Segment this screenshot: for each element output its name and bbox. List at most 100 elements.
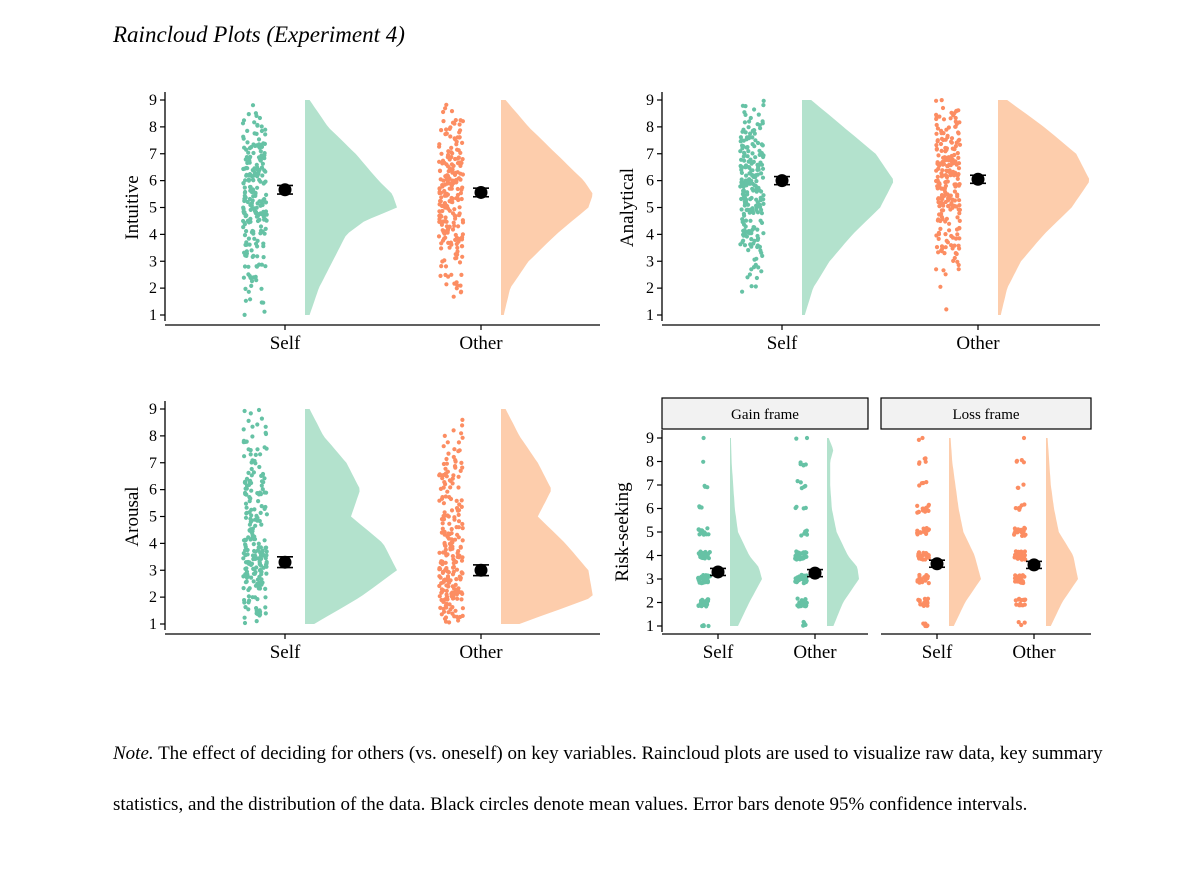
analytical-self-raw-point [738,139,743,144]
arousal-y-tick-label: 6 [149,482,157,499]
arousal-self-raw-point [243,542,248,547]
risk-loss-self-raw-point [915,578,920,583]
analytical-self-raw-point [749,284,754,289]
analytical-y-axis-label: Analytical [617,168,638,247]
analytical-self-raw-point [742,199,747,204]
analytical-self-raw-point [745,207,750,212]
intuitive-self-raw-point [254,131,259,136]
intuitive-other-raw-point [445,178,450,183]
intuitive-self-raw-point [248,297,253,302]
intuitive-other-raw-point [459,196,464,202]
risk-gain-self-raw-point [704,532,709,537]
analytical-other-raw-point [957,203,962,208]
analytical-other-raw-point [934,131,939,136]
analytical-other-raw-point [935,139,940,144]
analytical-y-tick-label: 4 [646,226,654,243]
intuitive-self-raw-point [263,169,268,174]
arousal-self-raw-point [252,458,257,464]
arousal-self-raw-point [264,562,269,567]
analytical-other-raw-point [939,174,944,179]
intuitive-self-raw-point [261,241,266,246]
intuitive-other-raw-point [457,211,462,216]
arousal-self-raw-point [246,594,251,599]
arousal-self-raw-point [241,556,246,561]
intuitive-other-raw-point [450,170,455,175]
arousal-y-tick-label: 4 [149,535,157,552]
analytical-self-raw-point [760,175,766,180]
arousal-other-raw-point [460,417,465,422]
intuitive-other-raw-point [460,254,465,259]
risk-loss-other-raw-point [1021,553,1026,558]
intuitive-other-raw-point [444,131,449,136]
analytical-self-raw-point [755,233,760,239]
analytical-other-raw-point [939,211,944,217]
intuitive-self-raw-point [256,137,262,142]
analytical-other-raw-point [936,153,941,158]
analytical-self-raw-point [753,262,758,267]
arousal-self-raw-point [258,563,264,568]
analytical-self-raw-point [751,210,756,215]
analytical-self-raw-point [744,145,749,150]
intuitive-other-raw-point [455,245,460,250]
analytical-y-tick-label: 1 [646,307,654,324]
arousal-other-raw-point [439,590,444,595]
intuitive-self-raw-point [255,254,260,259]
arousal-self-raw-point [251,571,256,576]
intuitive-other-raw-point [443,264,449,269]
arousal-other-raw-point [453,458,458,463]
analytical-self-raw-point [739,207,744,212]
arousal-other-raw-point [443,466,448,471]
intuitive-other-raw-point [439,220,444,225]
arousal-other-raw-point [447,580,452,585]
arousal-self-raw-point [253,452,258,457]
analytical-self-raw-point [742,150,747,155]
arousal-self-raw-point [257,490,263,495]
intuitive-other-raw-point [450,200,455,205]
intuitive-other-raw-point [438,198,443,204]
risk-gain-self-raw-point [702,602,707,608]
analytical-other-raw-point [949,157,955,162]
arousal-other-raw-point [437,594,442,599]
intuitive-self-raw-point [258,179,263,184]
arousal-other-raw-point [437,567,442,572]
analytical-other-raw-point [957,218,962,223]
analytical-other-density-cloud [998,100,1090,315]
intuitive-self-raw-point [241,136,246,141]
intuitive-self-raw-point [259,128,264,134]
analytical-y-tick-label: 9 [646,92,654,109]
intuitive-self-raw-point [257,199,262,204]
risk-gain-self-raw-point [696,603,701,609]
arousal-other-raw-point [443,615,449,620]
arousal-self-raw-point [243,490,248,495]
intuitive-self-raw-point [251,150,256,156]
arousal-self-raw-point [242,454,247,459]
arousal-self-raw-point [257,559,262,564]
intuitive-other-raw-point [442,193,447,198]
arousal-other-raw-point [454,498,459,503]
arousal-self-raw-point [259,582,264,587]
arousal-other-raw-point [446,584,451,589]
arousal-y-tick-label: 8 [149,428,157,445]
analytical-self-raw-point [742,110,747,115]
arousal-other-raw-point [452,614,457,619]
risk-loss-other-raw-point [1017,505,1023,510]
arousal-self-raw-point [249,473,254,478]
arousal-self-raw-point [248,411,253,416]
intuitive-other-raw-point [457,260,463,265]
risk-gain-self-raw-point [697,551,702,556]
arousal-other-raw-point [456,440,461,445]
intuitive-x-tick-label: Self [270,333,301,354]
arousal-self-raw-point [249,575,254,580]
analytical-other-raw-point [956,207,961,212]
analytical-other-raw-point [936,217,941,222]
analytical-self-raw-point [749,237,754,242]
analytical-other-raw-point [939,148,944,153]
arousal-self-raw-point [259,483,264,488]
arousal-self-raw-point [246,470,251,475]
analytical-self-raw-point [744,135,750,140]
arousal-other-raw-point [452,515,457,520]
risk-gain-other-raw-point [804,550,809,555]
analytical-other-raw-point [957,198,962,203]
analytical-self-mean-marker [775,174,789,188]
intuitive-other-raw-point [453,156,458,162]
